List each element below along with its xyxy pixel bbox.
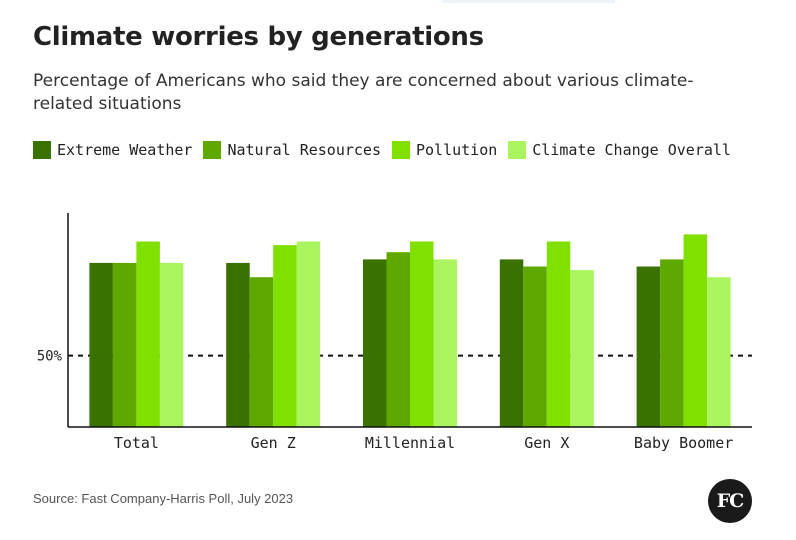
legend-item-extreme-weather: Extreme Weather <box>33 141 192 159</box>
source-note: Source: Fast Company-Harris Poll, July 2… <box>33 491 294 506</box>
legend-swatch-extreme-weather <box>33 141 51 159</box>
legend: Extreme Weather Natural Resources Pollut… <box>33 140 742 160</box>
bar-gen-z-natural-resources <box>249 277 274 427</box>
bar-total-climate-change-overall <box>159 262 184 427</box>
fc-logo: FC <box>708 479 752 523</box>
bar-gen-z-extreme-weather <box>226 262 250 427</box>
bar-baby-boomer-natural-resources <box>660 259 684 427</box>
bar-gen-x-climate-change-overall <box>570 270 594 427</box>
x-tick-label: Gen X <box>524 434 569 452</box>
legend-swatch-pollution <box>392 141 410 159</box>
x-tick-label: Baby Boomer <box>634 434 733 452</box>
top-strip <box>443 0 615 3</box>
bar-gen-x-extreme-weather <box>499 259 524 427</box>
bar-chart: 50% Total Gen Z Millennial Gen X Baby Boomer <box>37 213 752 452</box>
bar-gen-x-natural-resources <box>523 266 547 427</box>
bar-total-pollution <box>136 241 160 427</box>
legend-item-natural-resources: Natural Resources <box>203 141 381 159</box>
chart-title: Climate worries by generations <box>33 22 484 52</box>
bar-gen-z-climate-change-overall <box>296 241 321 427</box>
legend-label-climate-change-overall: Climate Change Overall <box>532 141 731 159</box>
bar-gen-z-pollution <box>273 245 297 427</box>
bar-total-natural-resources <box>112 262 137 427</box>
x-tick-label: Total <box>114 434 159 452</box>
legend-label-natural-resources: Natural Resources <box>227 141 381 159</box>
bar-millennial-natural-resources <box>386 252 410 427</box>
legend-swatch-climate-change-overall <box>508 141 527 159</box>
bar-millennial-climate-change-overall <box>433 259 457 427</box>
bar-baby-boomer-climate-change-overall <box>707 277 731 427</box>
x-tick-label: Millennial <box>365 434 455 452</box>
legend-swatch-natural-resources <box>203 141 222 159</box>
legend-item-pollution: Pollution <box>392 141 497 159</box>
legend-item-climate-change-overall: Climate Change Overall <box>508 141 731 159</box>
x-tick-label: Gen Z <box>251 434 296 452</box>
bar-total-extreme-weather <box>89 262 113 427</box>
legend-label-pollution: Pollution <box>416 141 498 159</box>
chart-subtitle: Percentage of Americans who said they ar… <box>33 71 694 114</box>
reference-line-label: 50% <box>37 349 63 365</box>
bar-gen-x-pollution <box>546 241 571 427</box>
bar-baby-boomer-extreme-weather <box>636 266 661 427</box>
bar-millennial-extreme-weather <box>363 259 387 427</box>
bar-millennial-pollution <box>410 241 434 427</box>
legend-label-extreme-weather: Extreme Weather <box>57 141 193 159</box>
bar-baby-boomer-pollution <box>683 234 708 427</box>
